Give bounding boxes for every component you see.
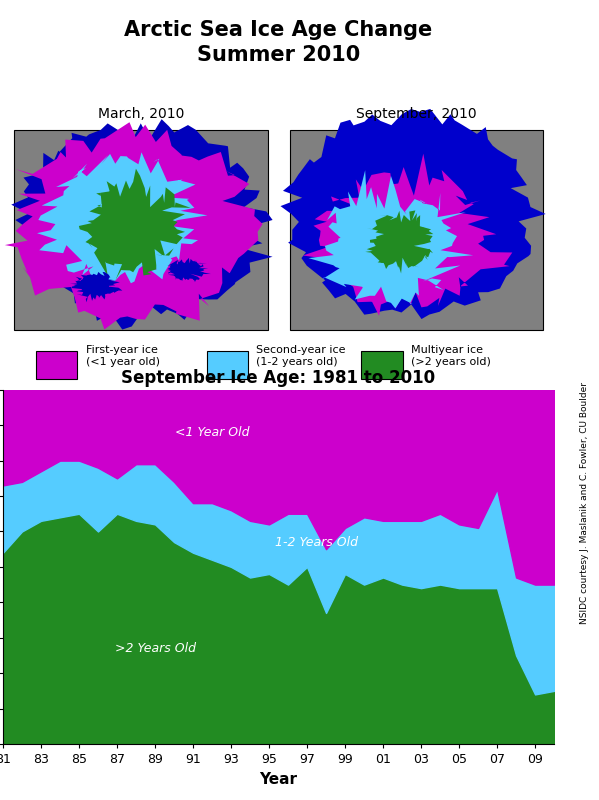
- Text: March, 2010: March, 2010: [98, 106, 184, 121]
- Bar: [36, 351, 77, 378]
- Text: Multiyear ice
(>2 years old): Multiyear ice (>2 years old): [411, 346, 491, 367]
- Text: First-year ice
(<1 year old): First-year ice (<1 year old): [86, 346, 160, 367]
- Text: September, 2010: September, 2010: [356, 106, 477, 121]
- Bar: [289, 130, 543, 330]
- Polygon shape: [303, 154, 512, 316]
- Text: NSIDC courtesy J. Maslanik and C. Fowler, CU Boulder: NSIDC courtesy J. Maslanik and C. Fowler…: [579, 382, 589, 624]
- Polygon shape: [308, 170, 473, 308]
- Text: Arctic Sea Ice Age Change
Summer 2010: Arctic Sea Ice Age Change Summer 2010: [125, 20, 432, 65]
- Bar: [361, 351, 403, 378]
- X-axis label: Year: Year: [259, 771, 298, 786]
- Bar: [14, 130, 268, 330]
- Polygon shape: [167, 258, 211, 282]
- Polygon shape: [280, 109, 546, 319]
- Polygon shape: [79, 169, 190, 280]
- Text: 1-2 Years Old: 1-2 Years Old: [275, 535, 358, 549]
- Polygon shape: [11, 119, 273, 330]
- Title: September Ice Age: 1981 to 2010: September Ice Age: 1981 to 2010: [122, 369, 435, 387]
- Text: >2 Years Old: >2 Years Old: [114, 642, 195, 655]
- Bar: [207, 351, 248, 378]
- Polygon shape: [5, 122, 262, 330]
- Polygon shape: [37, 152, 207, 292]
- Polygon shape: [70, 272, 122, 302]
- Text: Second-year ice
(1-2 years old): Second-year ice (1-2 years old): [256, 346, 346, 367]
- Text: <1 Year Old: <1 Year Old: [175, 426, 249, 438]
- Polygon shape: [365, 210, 433, 274]
